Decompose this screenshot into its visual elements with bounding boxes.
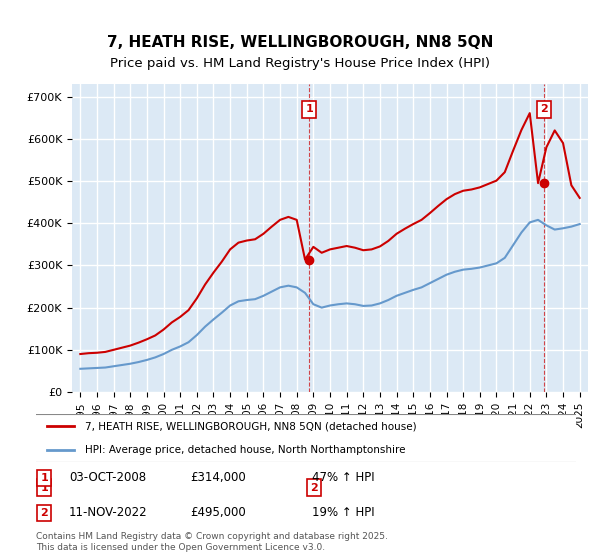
Text: HPI: Average price, detached house, North Northamptonshire: HPI: Average price, detached house, Nort… — [85, 445, 405, 455]
Text: 47% ↑ HPI: 47% ↑ HPI — [312, 472, 374, 484]
Text: 2: 2 — [310, 483, 318, 493]
Text: £314,000: £314,000 — [191, 472, 247, 484]
Text: Contains HM Land Registry data © Crown copyright and database right 2025.
This d: Contains HM Land Registry data © Crown c… — [36, 532, 388, 552]
Text: 03-OCT-2008: 03-OCT-2008 — [69, 472, 146, 484]
Text: 2: 2 — [541, 104, 548, 114]
Text: 7, HEATH RISE, WELLINGBOROUGH, NN8 5QN: 7, HEATH RISE, WELLINGBOROUGH, NN8 5QN — [107, 35, 493, 50]
Text: 19% ↑ HPI: 19% ↑ HPI — [312, 506, 374, 519]
Text: 1: 1 — [40, 473, 48, 483]
Text: 2: 2 — [40, 508, 48, 518]
Text: 7, HEATH RISE, WELLINGBOROUGH, NN8 5QN (detached house): 7, HEATH RISE, WELLINGBOROUGH, NN8 5QN (… — [85, 421, 416, 431]
Text: 1: 1 — [40, 483, 48, 493]
Text: £495,000: £495,000 — [191, 506, 247, 519]
Text: 11-NOV-2022: 11-NOV-2022 — [69, 506, 148, 519]
FancyBboxPatch shape — [31, 414, 581, 463]
Text: 1: 1 — [305, 104, 313, 114]
Text: Price paid vs. HM Land Registry's House Price Index (HPI): Price paid vs. HM Land Registry's House … — [110, 57, 490, 70]
